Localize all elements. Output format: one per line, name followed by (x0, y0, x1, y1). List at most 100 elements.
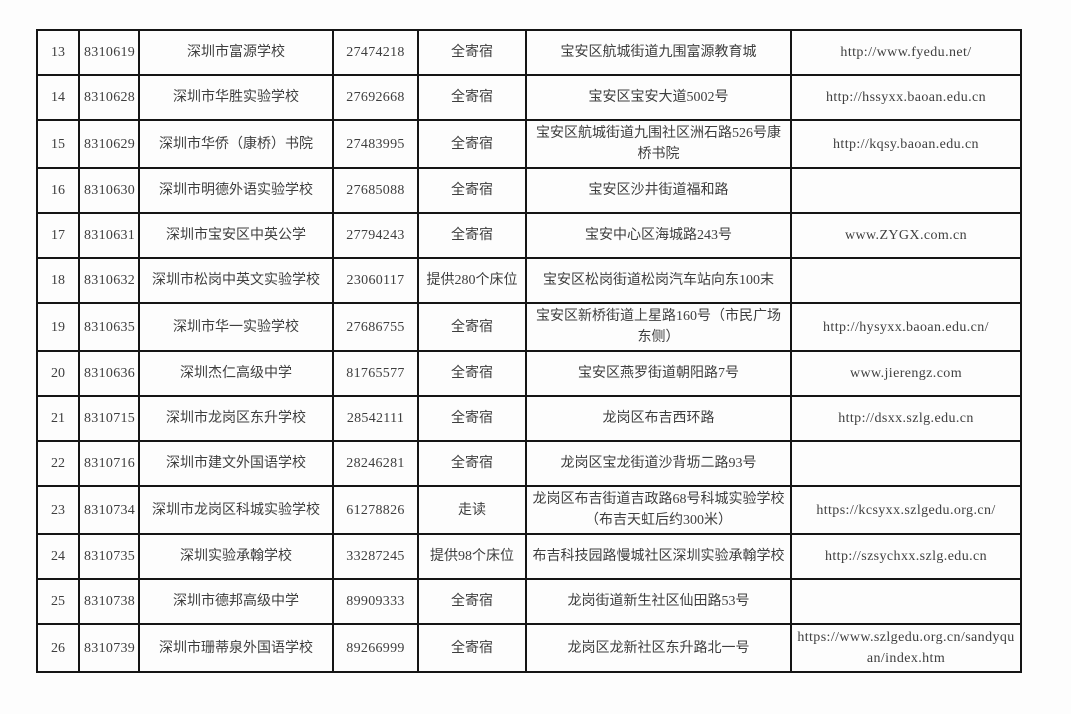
cell-school-name: 深圳市龙岗区东升学校 (138, 395, 334, 442)
school-table-body: 13 8310619 深圳市富源学校 27474218 全寄宿 宝安区航城街道九… (36, 29, 1022, 673)
cell-row-number: 18 (36, 257, 80, 304)
cell-phone-number: 27794243 (332, 212, 419, 259)
cell-address: 宝安区宝安大道5002号 (525, 74, 792, 121)
cell-school-code: 8310734 (78, 485, 140, 535)
cell-school-code: 8310631 (78, 212, 140, 259)
cell-address: 布吉科技园路慢城社区深圳实验承翰学校 (525, 533, 792, 580)
cell-row-number: 22 (36, 440, 80, 487)
cell-phone-number: 27692668 (332, 74, 419, 121)
cell-website-url (790, 578, 1022, 625)
cell-address: 龙岗街道新生社区仙田路53号 (525, 578, 792, 625)
cell-school-name: 深圳市华侨（康桥）书院 (138, 119, 334, 169)
cell-school-code: 8310635 (78, 302, 140, 352)
cell-website-url: https://www.szlgedu.org.cn/sandyquan/ind… (790, 623, 1022, 673)
cell-boarding-type: 全寄宿 (417, 350, 527, 397)
cell-phone-number: 23060117 (332, 257, 419, 304)
table-row: 19 8310635 深圳市华一实验学校 27686755 全寄宿 宝安区新桥街… (36, 302, 1022, 352)
cell-row-number: 25 (36, 578, 80, 625)
cell-school-code: 8310630 (78, 167, 140, 214)
cell-school-name: 深圳市明德外语实验学校 (138, 167, 334, 214)
cell-school-name: 深圳市宝安区中英公学 (138, 212, 334, 259)
cell-row-number: 16 (36, 167, 80, 214)
cell-school-code: 8310636 (78, 350, 140, 397)
cell-boarding-type: 提供280个床位 (417, 257, 527, 304)
cell-school-code: 8310739 (78, 623, 140, 673)
cell-phone-number: 33287245 (332, 533, 419, 580)
cell-phone-number: 27474218 (332, 29, 419, 76)
cell-school-code: 8310629 (78, 119, 140, 169)
table-row: 25 8310738 深圳市德邦高级中学 89909333 全寄宿 龙岗街道新生… (36, 578, 1022, 625)
cell-address: 宝安区航城街道九围富源教育城 (525, 29, 792, 76)
cell-phone-number: 89266999 (332, 623, 419, 673)
cell-website-url: www.jierengz.com (790, 350, 1022, 397)
cell-phone-number: 28542111 (332, 395, 419, 442)
table-row: 17 8310631 深圳市宝安区中英公学 27794243 全寄宿 宝安中心区… (36, 212, 1022, 259)
cell-school-code: 8310716 (78, 440, 140, 487)
cell-phone-number: 27685088 (332, 167, 419, 214)
table-row: 21 8310715 深圳市龙岗区东升学校 28542111 全寄宿 龙岗区布吉… (36, 395, 1022, 442)
table-row: 18 8310632 深圳市松岗中英文实验学校 23060117 提供280个床… (36, 257, 1022, 304)
cell-row-number: 23 (36, 485, 80, 535)
school-boarding-table: 13 8310619 深圳市富源学校 27474218 全寄宿 宝安区航城街道九… (36, 29, 1022, 673)
cell-school-code: 8310632 (78, 257, 140, 304)
cell-phone-number: 27686755 (332, 302, 419, 352)
cell-school-code: 8310715 (78, 395, 140, 442)
cell-row-number: 14 (36, 74, 80, 121)
cell-boarding-type: 全寄宿 (417, 395, 527, 442)
table-row: 26 8310739 深圳市珊蒂泉外国语学校 89266999 全寄宿 龙岗区龙… (36, 623, 1022, 673)
cell-boarding-type: 全寄宿 (417, 578, 527, 625)
cell-phone-number: 89909333 (332, 578, 419, 625)
cell-boarding-type: 全寄宿 (417, 302, 527, 352)
cell-address: 宝安中心区海城路243号 (525, 212, 792, 259)
cell-address: 宝安区沙井街道福和路 (525, 167, 792, 214)
cell-address: 宝安区燕罗街道朝阳路7号 (525, 350, 792, 397)
cell-row-number: 17 (36, 212, 80, 259)
cell-website-url: http://hssyxx.baoan.edu.cn (790, 74, 1022, 121)
cell-address: 龙岗区布吉街道吉政路68号科城实验学校（布吉天虹后约300米） (525, 485, 792, 535)
cell-boarding-type: 全寄宿 (417, 212, 527, 259)
cell-phone-number: 27483995 (332, 119, 419, 169)
cell-school-code: 8310619 (78, 29, 140, 76)
cell-address: 宝安区松岗街道松岗汽车站向东100末 (525, 257, 792, 304)
cell-boarding-type: 提供98个床位 (417, 533, 527, 580)
cell-school-name: 深圳市德邦高级中学 (138, 578, 334, 625)
cell-address: 宝安区航城街道九围社区洲石路526号康桥书院 (525, 119, 792, 169)
cell-school-code: 8310735 (78, 533, 140, 580)
table-row: 20 8310636 深圳杰仁高级中学 81765577 全寄宿 宝安区燕罗街道… (36, 350, 1022, 397)
table-row: 22 8310716 深圳市建文外国语学校 28246281 全寄宿 龙岗区宝龙… (36, 440, 1022, 487)
cell-boarding-type: 走读 (417, 485, 527, 535)
cell-boarding-type: 全寄宿 (417, 119, 527, 169)
cell-phone-number: 61278826 (332, 485, 419, 535)
cell-school-name: 深圳市龙岗区科城实验学校 (138, 485, 334, 535)
table-row: 14 8310628 深圳市华胜实验学校 27692668 全寄宿 宝安区宝安大… (36, 74, 1022, 121)
cell-row-number: 26 (36, 623, 80, 673)
cell-website-url (790, 440, 1022, 487)
cell-school-code: 8310738 (78, 578, 140, 625)
cell-phone-number: 81765577 (332, 350, 419, 397)
cell-school-name: 深圳市建文外国语学校 (138, 440, 334, 487)
cell-website-url: http://kqsy.baoan.edu.cn (790, 119, 1022, 169)
cell-school-code: 8310628 (78, 74, 140, 121)
cell-website-url: http://szsychxx.szlg.edu.cn (790, 533, 1022, 580)
cell-website-url: http://dsxx.szlg.edu.cn (790, 395, 1022, 442)
cell-school-name: 深圳实验承翰学校 (138, 533, 334, 580)
table-row: 15 8310629 深圳市华侨（康桥）书院 27483995 全寄宿 宝安区航… (36, 119, 1022, 169)
table-row: 23 8310734 深圳市龙岗区科城实验学校 61278826 走读 龙岗区布… (36, 485, 1022, 535)
cell-row-number: 15 (36, 119, 80, 169)
cell-website-url: http://hysyxx.baoan.edu.cn/ (790, 302, 1022, 352)
cell-address: 龙岗区宝龙街道沙背坜二路93号 (525, 440, 792, 487)
cell-address: 宝安区新桥街道上星路160号（市民广场东侧） (525, 302, 792, 352)
cell-row-number: 21 (36, 395, 80, 442)
cell-row-number: 13 (36, 29, 80, 76)
cell-boarding-type: 全寄宿 (417, 440, 527, 487)
cell-boarding-type: 全寄宿 (417, 167, 527, 214)
cell-address: 龙岗区龙新社区东升路北一号 (525, 623, 792, 673)
table-row: 16 8310630 深圳市明德外语实验学校 27685088 全寄宿 宝安区沙… (36, 167, 1022, 214)
cell-website-url: http://www.fyedu.net/ (790, 29, 1022, 76)
cell-school-name: 深圳杰仁高级中学 (138, 350, 334, 397)
cell-website-url: https://kcsyxx.szlgedu.org.cn/ (790, 485, 1022, 535)
cell-school-name: 深圳市华一实验学校 (138, 302, 334, 352)
cell-website-url: www.ZYGX.com.cn (790, 212, 1022, 259)
cell-address: 龙岗区布吉西环路 (525, 395, 792, 442)
cell-website-url (790, 167, 1022, 214)
